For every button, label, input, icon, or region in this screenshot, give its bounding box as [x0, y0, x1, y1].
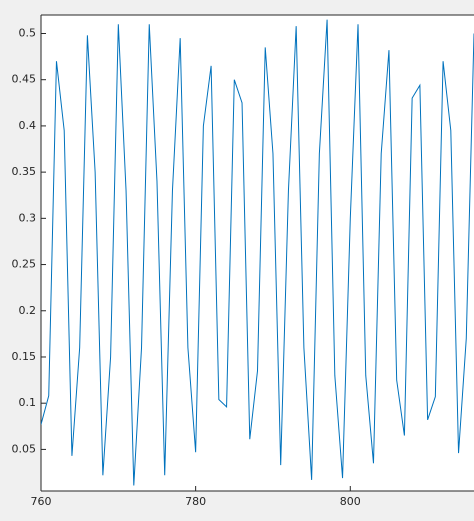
x-tick-label: 760 — [31, 495, 52, 508]
y-tick-label: 0.2 — [19, 304, 37, 317]
y-tick-label: 0.15 — [12, 350, 37, 363]
y-tick-label: 0.05 — [12, 442, 37, 455]
y-tick-label: 0.5 — [19, 26, 37, 39]
x-tick-label: 800 — [340, 495, 361, 508]
y-tick-label: 0.4 — [19, 119, 37, 132]
y-tick-label: 0.35 — [12, 165, 37, 178]
y-tick-label: 0.25 — [12, 258, 37, 271]
data-line — [41, 19, 474, 486]
y-tick-label: 0.45 — [12, 73, 37, 86]
x-tick-label: 780 — [185, 495, 206, 508]
y-tick-label: 0.3 — [19, 211, 37, 224]
y-tick-label: 0.1 — [19, 396, 37, 409]
